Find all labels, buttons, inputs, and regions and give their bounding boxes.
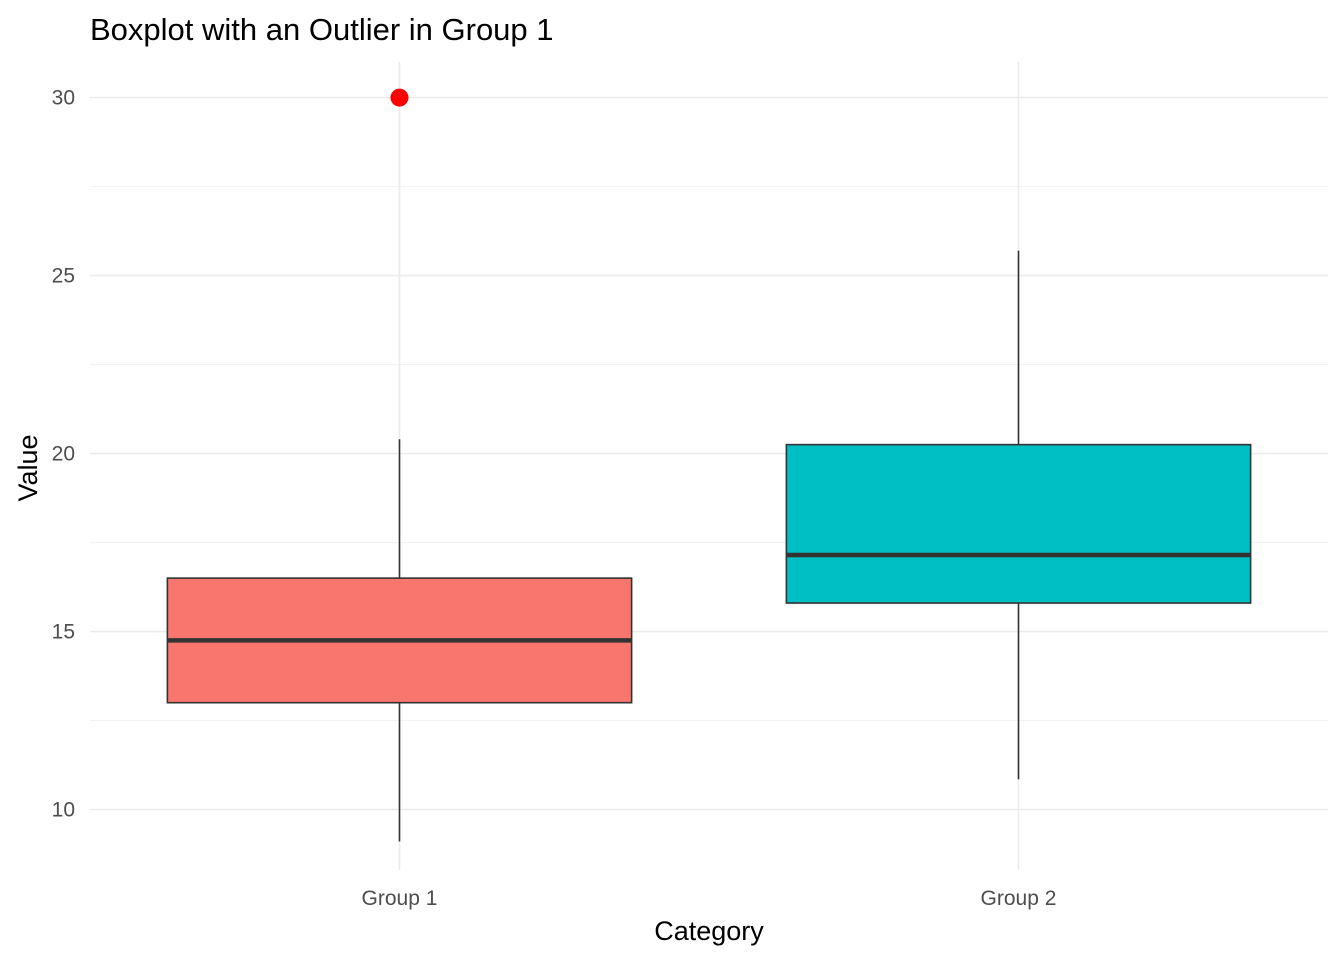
y-tick-label: 15 xyxy=(52,621,75,644)
boxes xyxy=(166,88,1252,842)
chart-title: Boxplot with an Outlier in Group 1 xyxy=(90,12,554,47)
box-body xyxy=(785,443,1252,604)
x-axis-title: Category xyxy=(654,916,764,946)
tick-labels: 10 15 20 25 30 Group 1 Group 2 xyxy=(52,87,1057,910)
y-tick-label: 10 xyxy=(52,798,75,821)
y-tick-label: 20 xyxy=(52,443,75,466)
x-tick-label: Group 1 xyxy=(362,887,438,910)
y-tick-label: 30 xyxy=(52,87,75,110)
box-group xyxy=(166,88,633,842)
y-tick-label: 25 xyxy=(52,265,75,288)
box-group xyxy=(785,250,1252,780)
y-axis-title: Value xyxy=(13,434,43,501)
x-tick-label: Group 2 xyxy=(981,887,1057,910)
outlier-point xyxy=(390,88,409,107)
